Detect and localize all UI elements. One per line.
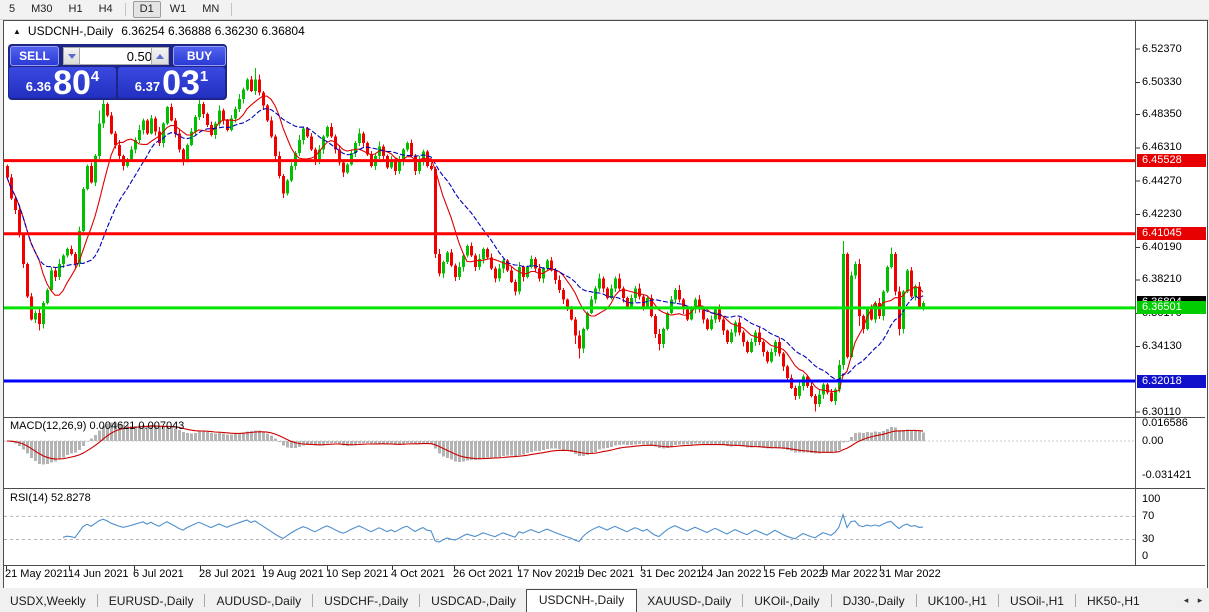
rsi-axis-tick: 100 — [1142, 492, 1161, 505]
time-axis-tick: 9 Mar 2022 — [822, 568, 878, 580]
time-axis-tick: 6 Jul 2021 — [133, 568, 184, 580]
level-price-label: 6.32018 — [1137, 374, 1206, 388]
sell-price-big: 80 — [53, 63, 91, 102]
tab-usdx-weekly[interactable]: USDX,Weekly — [10, 594, 86, 608]
price-axis-tick: 6.52370 — [1142, 42, 1182, 55]
workspace-tab-bar: USDX,Weekly EURUSD-,Daily AUDUSD-,Daily USD… — [0, 588, 1209, 612]
level-price-label: 6.45528 — [1137, 154, 1206, 168]
toolbar-separator — [231, 3, 233, 16]
time-axis-tick: 14 Jun 2021 — [68, 568, 129, 580]
time-axis-tick: 19 Aug 2021 — [262, 568, 324, 580]
time-axis-tick: 10 Sep 2021 — [326, 568, 389, 580]
tab-separator — [204, 594, 206, 607]
arrow-down-icon — [68, 53, 76, 59]
time-axis-tick: 31 Mar 2022 — [879, 568, 941, 580]
tab-usdcnh-daily[interactable]: USDCNH-,Daily — [525, 589, 638, 612]
rsi-axis-tick: 30 — [1142, 532, 1155, 545]
sell-button[interactable]: SELL — [10, 46, 59, 66]
time-axis-tick: 4 Oct 2021 — [391, 568, 445, 580]
volume-input[interactable] — [79, 47, 158, 65]
timeframe-button-h4[interactable]: H4 — [98, 3, 113, 15]
tab-separator — [997, 594, 999, 607]
chart-title-bar: ▲ USDCNH-,Daily 6.36254 6.36888 6.36230 … — [13, 23, 305, 39]
buy-button[interactable]: BUY — [173, 46, 226, 66]
tab-audusd-daily[interactable]: AUDUSD-,Daily — [216, 594, 302, 608]
buy-price-prefix: 6.37 — [134, 79, 161, 94]
arrow-up-icon — [156, 53, 164, 59]
time-axis-tick: 21 May 2021 — [5, 568, 69, 580]
time-axis-tick: 17 Nov 2021 — [517, 568, 580, 580]
tab-scroll-right-button[interactable]: ▸ — [1197, 595, 1203, 605]
tab-usdchf-daily[interactable]: USDCHF-,Daily — [324, 594, 409, 608]
timeframe-button-w1[interactable]: W1 — [169, 3, 187, 15]
time-axis-tick: 28 Jul 2021 — [199, 568, 256, 580]
tab-dj30-daily[interactable]: DJ30-,Daily — [842, 594, 905, 608]
price-axis-tick: 6.48350 — [1142, 108, 1182, 121]
chart-ohlc-values: 6.36254 6.36888 6.36230 6.36804 — [121, 24, 305, 38]
timeframe-toolbar: 5 M30 H1 H4 D1 W1 MN — [0, 0, 1209, 20]
tab-hk50-h1[interactable]: HK50-,H1 — [1086, 594, 1140, 608]
time-axis-tick: 15 Feb 2022 — [763, 568, 825, 580]
rsi-value: 52.8278 — [50, 492, 91, 504]
price-axis-tick: 6.50330 — [1142, 75, 1182, 88]
tab-scroll-left-button[interactable]: ◂ — [1183, 595, 1189, 605]
timeframe-button-5[interactable]: 5 — [9, 3, 16, 15]
level-price-label: 6.41045 — [1137, 227, 1206, 241]
rsi-axis-tick: 70 — [1142, 509, 1155, 522]
volume-increase-button[interactable] — [151, 47, 169, 65]
tab-xauusd-daily[interactable]: XAUUSD-,Daily — [647, 594, 732, 608]
sell-price-pip: 4 — [90, 68, 100, 85]
time-axis-tick: 9 Dec 2021 — [578, 568, 635, 580]
buy-price-pip: 1 — [199, 68, 209, 85]
timeframe-button-mn[interactable]: MN — [202, 3, 220, 15]
price-axis-tick: 6.30110 — [1142, 405, 1181, 418]
tab-uk100-h1[interactable]: UK100-,H1 — [927, 594, 987, 608]
time-axis-tick: 31 Dec 2021 — [640, 568, 703, 580]
macd-values: 0.004621 0.007043 — [89, 420, 185, 432]
tab-separator — [312, 594, 314, 607]
rsi-axis-tick: 0 — [1142, 550, 1149, 563]
buy-price-big: 03 — [162, 63, 200, 102]
sell-price-prefix: 6.36 — [25, 79, 52, 94]
price-axis-tick: 6.42230 — [1142, 207, 1182, 220]
level-price-label: 6.36501 — [1137, 301, 1206, 315]
sell-price-button[interactable]: 6.36 80 4 — [9, 63, 116, 102]
price-axis-tick: 6.40190 — [1142, 241, 1182, 254]
tab-separator — [419, 594, 421, 607]
toolbar-separator — [124, 3, 126, 16]
macd-axis-tick: -0.031421 — [1142, 468, 1192, 481]
rsi-indicator-label: RSI(14) 52.8278 — [10, 492, 91, 504]
time-axis-tick: 26 Oct 2021 — [453, 568, 513, 580]
macd-axis-tick: 0.016586 — [1142, 416, 1188, 429]
price-axis-tick: 6.46310 — [1142, 141, 1182, 154]
tab-usoil-h1[interactable]: USOil-,H1 — [1009, 594, 1064, 608]
price-axis-tick: 6.34130 — [1142, 340, 1182, 353]
tab-separator — [742, 594, 744, 607]
macd-name: MACD(12,26,9) — [10, 420, 87, 432]
timeframe-button-m30[interactable]: M30 — [31, 3, 53, 15]
buy-price-button[interactable]: 6.37 03 1 — [118, 63, 225, 102]
tab-separator — [830, 594, 832, 607]
tab-separator — [1074, 594, 1076, 607]
chart-title: USDCNH-,Daily — [27, 24, 114, 38]
rsi-name: RSI(14) — [10, 492, 48, 504]
macd-axis-tick: 0.00 — [1142, 434, 1164, 447]
tab-usdcad-daily[interactable]: USDCAD-,Daily — [431, 594, 516, 608]
timeframe-button-h1[interactable]: H1 — [68, 3, 83, 15]
tab-separator — [96, 594, 98, 607]
tab-separator — [915, 594, 917, 607]
price-axis-tick: 6.38210 — [1142, 273, 1182, 286]
one-click-trading-panel: SELL BUY 6.36 80 4 6.37 03 1 — [8, 44, 227, 100]
time-axis-tick: 24 Jan 2022 — [701, 568, 762, 580]
price-axis-tick: 6.44270 — [1142, 174, 1182, 187]
timeframe-button-d1[interactable]: D1 — [132, 1, 161, 18]
collapse-panel-icon[interactable]: ▲ — [13, 26, 21, 36]
macd-indicator-label: MACD(12,26,9) 0.004621 0.007043 — [10, 420, 184, 432]
tab-eurusd-daily[interactable]: EURUSD-,Daily — [108, 594, 194, 608]
tab-ukoil-daily[interactable]: UKOil-,Daily — [754, 594, 820, 608]
